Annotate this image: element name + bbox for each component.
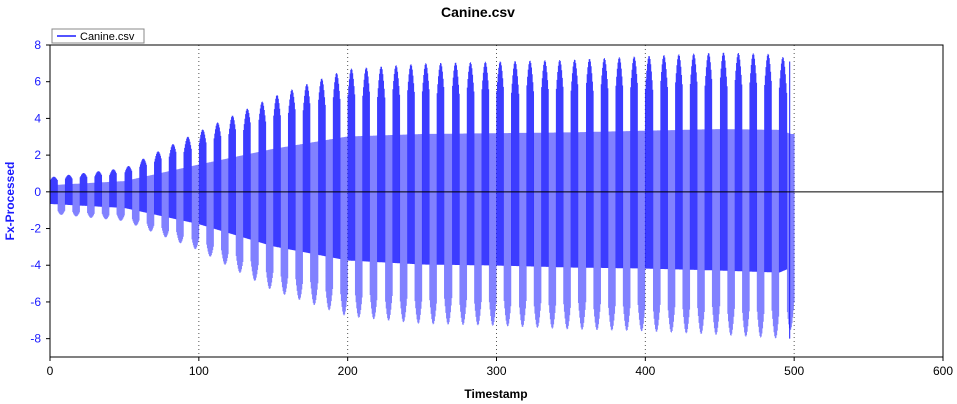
y-tick-label: -6 (30, 295, 41, 309)
y-axis-ticks: 8 6 4 2 0 -2 -4 -6 -8 (30, 38, 50, 346)
x-tick-label: 500 (784, 364, 804, 378)
y-tick-label: 8 (34, 38, 41, 52)
chart-title: Canine.csv (441, 4, 515, 20)
x-tick-label: 300 (486, 364, 506, 378)
y-tick-label: 6 (34, 75, 41, 89)
x-tick-label: 400 (635, 364, 655, 378)
x-tick-label: 600 (933, 364, 953, 378)
x-axis-label: Timestamp (464, 387, 527, 401)
x-tick-label: 200 (338, 364, 358, 378)
signal-path-b (57, 129, 795, 339)
y-tick-label: 0 (34, 185, 41, 199)
x-tick-label: 0 (47, 364, 54, 378)
y-tick-label: -8 (30, 332, 41, 346)
y-tick-label: -2 (30, 222, 41, 236)
x-axis-ticks: 0 100 200 300 400 500 600 (47, 357, 953, 378)
y-tick-label: 2 (34, 148, 41, 162)
y-axis-label: Fx-Processed (3, 162, 17, 241)
y-tick-label: -4 (30, 258, 41, 272)
signal-series (49, 52, 795, 339)
legend-box (51, 28, 145, 44)
y-tick-label: 4 (34, 111, 41, 125)
legend: Canine.csv (51, 28, 145, 44)
x-tick-label: 100 (189, 364, 209, 378)
legend-entry: Canine.csv (80, 31, 135, 43)
